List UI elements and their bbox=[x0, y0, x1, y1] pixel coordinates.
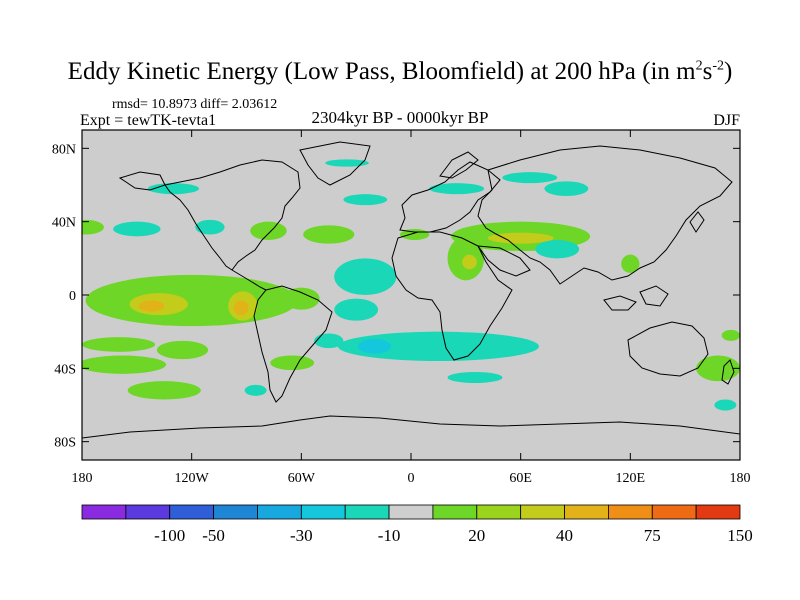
lon-tick-label: 180 bbox=[72, 471, 93, 486]
anomaly-region bbox=[721, 329, 740, 341]
colorbar-label: -10 bbox=[378, 526, 401, 545]
anomaly-region bbox=[113, 221, 161, 237]
colorbar-label: 40 bbox=[556, 526, 573, 545]
anomaly-region bbox=[544, 181, 589, 197]
lat-tick-label: 40N bbox=[52, 216, 76, 231]
colorbar-swatch bbox=[564, 504, 609, 520]
coast-south-america bbox=[253, 285, 333, 403]
period-label: 2304kyr BP - 0000kyr BP bbox=[311, 108, 489, 127]
anomaly-region bbox=[244, 384, 267, 396]
anomaly-region bbox=[325, 159, 369, 167]
anomaly-region bbox=[696, 355, 740, 382]
colorbar-swatch bbox=[344, 504, 390, 520]
colorbar-swatch bbox=[695, 504, 741, 520]
colorbar-swatch bbox=[169, 504, 215, 520]
colorbar-swatch bbox=[608, 504, 653, 520]
season-label: DJF bbox=[713, 112, 740, 129]
colorbar-swatch bbox=[432, 504, 478, 520]
coastlines bbox=[82, 141, 740, 439]
anomaly-region bbox=[156, 340, 209, 360]
lon-tick-label: 120W bbox=[175, 471, 210, 486]
anomaly-region bbox=[233, 300, 249, 316]
anomaly-fields bbox=[82, 159, 740, 411]
anomaly-region bbox=[82, 337, 156, 352]
anomaly-region bbox=[343, 194, 388, 206]
colorbar-swatch bbox=[476, 504, 522, 520]
anomaly-region bbox=[621, 254, 640, 273]
colorbar-swatch bbox=[651, 504, 697, 520]
axis-ticks: 80N 40N 0 40S 80S 180 120W 60W 0 60E 120E 180 bbox=[52, 130, 751, 486]
lat-tick-label: 40S bbox=[54, 362, 76, 377]
anomaly-region bbox=[138, 300, 165, 312]
anomaly-region bbox=[462, 254, 477, 270]
colorbar-swatch bbox=[257, 504, 302, 520]
lon-tick-label: 180 bbox=[730, 471, 751, 486]
colorbar-label: -30 bbox=[290, 526, 313, 545]
coast-africa bbox=[391, 231, 513, 361]
anomaly-region bbox=[147, 183, 199, 195]
coast-antarctica bbox=[82, 415, 740, 439]
lat-tick-label: 80N bbox=[52, 142, 76, 157]
lat-tick-label: 80S bbox=[54, 436, 76, 451]
anomaly-region bbox=[314, 333, 344, 349]
coast-new-zealand bbox=[721, 359, 735, 385]
coast-alaska bbox=[118, 171, 166, 191]
lat-tick-label: 0 bbox=[69, 289, 76, 304]
colorbar-swatch bbox=[300, 504, 346, 520]
colorbar-label: 20 bbox=[468, 526, 485, 545]
colorbar-swatch bbox=[213, 504, 258, 520]
anomaly-region bbox=[337, 331, 539, 362]
colorbar-label: -50 bbox=[202, 526, 225, 545]
anomaly-region bbox=[487, 232, 554, 244]
coast-australia bbox=[627, 321, 709, 377]
map-title: Eddy Kinetic Energy (Low Pass, Bloomfiel… bbox=[67, 58, 733, 85]
coast-arabia bbox=[476, 245, 531, 277]
coast-central-america bbox=[231, 269, 267, 291]
colorbar-label: 75 bbox=[644, 526, 661, 545]
anomaly-region bbox=[195, 219, 225, 235]
colorbar-label: 150 bbox=[727, 526, 753, 545]
coast-japan bbox=[689, 211, 705, 233]
coast-scandinavia bbox=[439, 151, 479, 179]
coast-indonesia bbox=[603, 295, 637, 311]
lon-tick-label: 0 bbox=[408, 471, 415, 486]
colorbar-swatch bbox=[520, 504, 565, 520]
anomaly-region bbox=[334, 258, 397, 295]
anomaly-region bbox=[535, 240, 580, 259]
anomaly-region bbox=[447, 372, 503, 383]
anomaly-region bbox=[283, 287, 320, 310]
coast-greenland bbox=[299, 141, 371, 186]
colorbar-swatch bbox=[81, 504, 127, 520]
anomaly-region bbox=[303, 225, 355, 244]
anomaly-region bbox=[82, 355, 167, 374]
anomaly-region bbox=[250, 221, 287, 240]
coast-borneo bbox=[639, 285, 669, 307]
anomaly-region bbox=[82, 219, 104, 235]
anomaly-region bbox=[429, 183, 485, 195]
colorbar-swatch bbox=[125, 504, 171, 520]
lon-tick-label: 60W bbox=[288, 471, 316, 486]
lon-tick-label: 120E bbox=[616, 471, 646, 486]
anomaly-region bbox=[127, 381, 201, 400]
experiment-label: Expt = tewTK-tevta1 bbox=[80, 112, 217, 129]
anomaly-region bbox=[357, 339, 391, 354]
anomaly-region bbox=[85, 274, 298, 327]
coast-north-america bbox=[164, 159, 301, 271]
stats-label: rmsd= 10.8973 diff= 2.03612 bbox=[112, 97, 278, 112]
coast-europe bbox=[399, 161, 501, 233]
colorbar-label: -100 bbox=[154, 526, 185, 545]
anomaly-region bbox=[714, 399, 737, 411]
colorbar: -100 -50 -30 -10 20 40 75 150 bbox=[81, 504, 753, 545]
coast-asia bbox=[477, 145, 733, 285]
lon-tick-label: 60E bbox=[509, 471, 532, 486]
anomaly-region bbox=[270, 355, 315, 371]
anomaly-region bbox=[502, 172, 558, 184]
anomaly-region bbox=[334, 298, 379, 321]
colorbar-swatch bbox=[388, 504, 434, 520]
